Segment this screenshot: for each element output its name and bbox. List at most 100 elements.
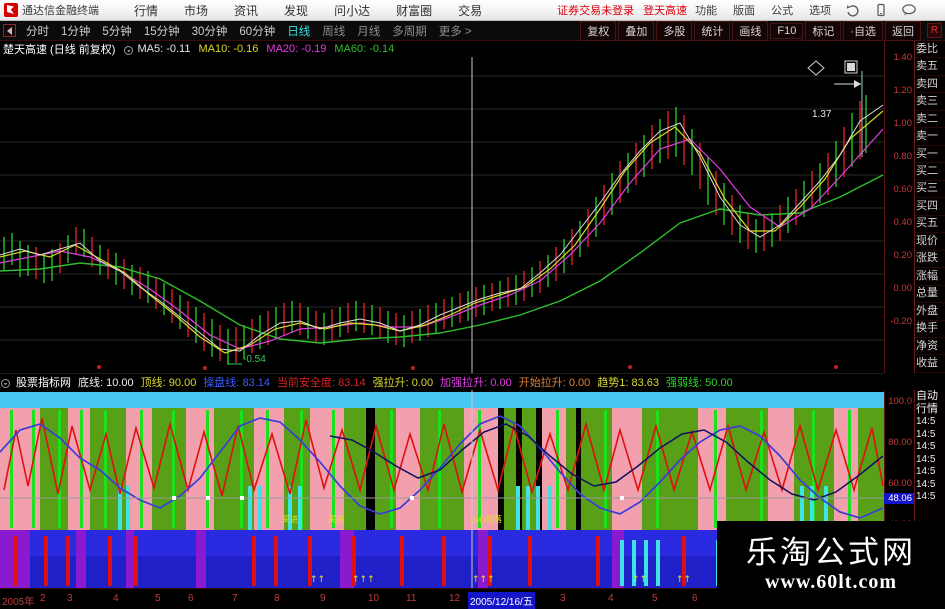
date-axis: 2005年 2 3 4 5 6 7 8 9 10 11 12 2005/12/1… bbox=[0, 588, 884, 609]
watchlist-button[interactable]: ·自选 bbox=[843, 20, 883, 41]
quote-panel[interactable]: 委比 卖五 卖四 卖三 卖二 卖一 买一 买二 买三 买四 买五 现价 涨跌 涨… bbox=[914, 41, 945, 373]
quote-row-pct: 涨幅 bbox=[915, 268, 945, 286]
quote-row-price: 现价 bbox=[915, 233, 945, 251]
price-tick-7: 0.00 bbox=[893, 283, 913, 294]
back-button[interactable]: 返回 bbox=[885, 20, 921, 41]
field-operate-line-value: 83.14 bbox=[242, 377, 270, 389]
ma10-value: -0.16 bbox=[233, 43, 259, 55]
svg-text:↑↑: ↑↑ bbox=[632, 575, 647, 585]
main-menu: 行情 市场 资讯 发现 问小达 财富圈 交易 bbox=[121, 2, 495, 19]
date-tick-14: 4 bbox=[608, 593, 614, 604]
symbol-label: 楚天高速 (日线 前复权) bbox=[3, 44, 116, 56]
field-operate-line-label: 操盘线: bbox=[203, 377, 240, 389]
date-tick-year: 2005年 bbox=[2, 597, 35, 608]
field-top-line-label: 顶线: bbox=[140, 377, 166, 389]
phone-icon[interactable] bbox=[873, 3, 889, 17]
date-tick-8: 8 bbox=[274, 593, 280, 604]
indicator-dropdown-icon[interactable] bbox=[1, 378, 10, 388]
ma20-legend: MA20: -0.19 bbox=[266, 43, 334, 55]
date-tick-3: 3 bbox=[67, 593, 73, 604]
quote-row-buy2: 买二 bbox=[915, 163, 945, 181]
quote-row-buy4: 买四 bbox=[915, 198, 945, 216]
menu-item-function[interactable]: 功能 bbox=[695, 5, 718, 17]
field-strength-line-label: 强弱线: bbox=[666, 377, 703, 389]
date-tick-10: 10 bbox=[368, 593, 380, 604]
price-tick-8: -0.20 bbox=[890, 316, 912, 327]
period-multi[interactable]: 多周期 bbox=[392, 25, 427, 38]
period-60min[interactable]: 60分钟 bbox=[239, 25, 276, 38]
ma5-value: -0.11 bbox=[166, 43, 191, 55]
close-icon[interactable]: R bbox=[927, 23, 942, 38]
indicator-blue-line bbox=[0, 415, 884, 519]
tick-row: 14:5 bbox=[916, 453, 936, 465]
f10-button[interactable]: F10 bbox=[770, 22, 804, 39]
period-more[interactable]: 更多 > bbox=[438, 25, 472, 38]
field-strong-pull: 强拉升: 0.00 bbox=[373, 374, 441, 390]
overlay-button[interactable]: 叠加 bbox=[618, 20, 655, 41]
field-strong-pull-value: 0.00 bbox=[411, 377, 434, 389]
menu-item-market[interactable]: 市场 bbox=[184, 3, 209, 18]
menu-item-options[interactable]: 选项 bbox=[809, 5, 832, 17]
tick-list-header-quote: 行情 bbox=[916, 403, 938, 415]
period-30min[interactable]: 30分钟 bbox=[191, 25, 228, 38]
period-intraday[interactable]: 分时 bbox=[26, 25, 49, 38]
menu-item-quotes[interactable]: 行情 bbox=[134, 3, 159, 18]
chart-type-icon[interactable] bbox=[3, 24, 16, 37]
field-trend1: 趋势1: 83.63 bbox=[597, 374, 666, 390]
alert-fast-login[interactable]: 登天高速 bbox=[643, 5, 688, 17]
menu-item-layout[interactable]: 版面 bbox=[733, 5, 756, 17]
refresh-icon[interactable] bbox=[845, 3, 861, 17]
field-strong-pull-label: 强拉升: bbox=[372, 377, 409, 389]
date-tick-11: 11 bbox=[406, 593, 417, 604]
draw-line-button[interactable]: 画线 bbox=[732, 20, 769, 41]
field-extra-pull-value: 0.00 bbox=[490, 377, 512, 389]
field-extra-pull: 加强拉升: 0.00 bbox=[440, 374, 519, 390]
period-1min[interactable]: 1分钟 bbox=[61, 25, 91, 38]
period-15min[interactable]: 15分钟 bbox=[143, 25, 180, 38]
field-safety-value: 83.14 bbox=[338, 377, 366, 389]
chart-toolbar: 分时 1分钟 5分钟 15分钟 30分钟 60分钟 日线 周线 月线 多周期 更… bbox=[0, 20, 945, 41]
multi-stock-button[interactable]: 多股 bbox=[656, 20, 693, 41]
menu-item-trade[interactable]: 交易 bbox=[458, 3, 483, 18]
message-icon[interactable] bbox=[901, 3, 917, 17]
indicator-header: 股票指标网 底线: 10.00 顶线: 90.00 操盘线: 83.14 当前安… bbox=[0, 373, 884, 390]
indicator-tick-80: 80.00 bbox=[888, 437, 912, 448]
ma5-label: MA5: bbox=[137, 43, 164, 55]
price-chart[interactable]: 1.37 -0.54 bbox=[0, 57, 884, 373]
field-start-pull-label: 开始拉升: bbox=[518, 377, 566, 389]
dropdown-circle-icon[interactable] bbox=[124, 45, 134, 55]
period-5min[interactable]: 5分钟 bbox=[102, 25, 132, 38]
menu-item-formula[interactable]: 公式 bbox=[771, 5, 794, 17]
field-trend1-label: 趋势1: bbox=[597, 377, 629, 389]
tick-row: 14:5 bbox=[916, 491, 936, 502]
mark-button[interactable]: 标记 bbox=[805, 20, 842, 41]
field-trend1-value: 83.63 bbox=[631, 377, 660, 389]
current-date-label: 2005/12/16/五 bbox=[468, 592, 535, 609]
alert-not-logged-in[interactable]: 证券交易未登录 bbox=[557, 5, 635, 17]
period-weekly[interactable]: 周线 bbox=[322, 25, 346, 38]
svg-text:↑↑↑: ↑↑↑ bbox=[472, 575, 495, 585]
title-bar-right: 功能 版面 公式 选项 游客 bbox=[687, 0, 945, 26]
menu-item-wealth[interactable]: 财富圈 bbox=[396, 3, 433, 18]
period-monthly[interactable]: 月线 bbox=[357, 25, 381, 38]
date-tick-5: 5 bbox=[155, 593, 161, 604]
price-tick-0: 1.40 bbox=[893, 52, 913, 63]
menu-item-news[interactable]: 资讯 bbox=[234, 3, 259, 18]
quote-row-change: 涨跌 bbox=[915, 251, 945, 269]
quote-row-sell1: 卖一 bbox=[915, 128, 945, 146]
menu-item-ask[interactable]: 问小达 bbox=[334, 3, 371, 18]
period-daily[interactable]: 日线 bbox=[287, 25, 311, 38]
field-top-line: 顶线: 90.00 bbox=[141, 374, 204, 390]
ma5-legend: MA5: -0.11 bbox=[137, 43, 198, 55]
low-price-label: -0.54 bbox=[243, 354, 266, 365]
quote-row-buy5: 买五 bbox=[915, 216, 945, 234]
candlestick-series bbox=[3, 95, 867, 365]
ma60-legend: MA60: -0.14 bbox=[334, 43, 402, 55]
login-alert: 证券交易未登录 登天高速 bbox=[557, 2, 687, 18]
statistics-button[interactable]: 统计 bbox=[694, 20, 731, 41]
adjust-button[interactable]: 复权 bbox=[580, 20, 617, 41]
quote-row-eps: 收益 bbox=[915, 355, 945, 373]
menu-item-discover[interactable]: 发现 bbox=[284, 3, 309, 18]
title-bar: 通达信金融终端 行情 市场 资讯 发现 问小达 财富圈 交易 证券交易未登录 登… bbox=[0, 0, 945, 21]
